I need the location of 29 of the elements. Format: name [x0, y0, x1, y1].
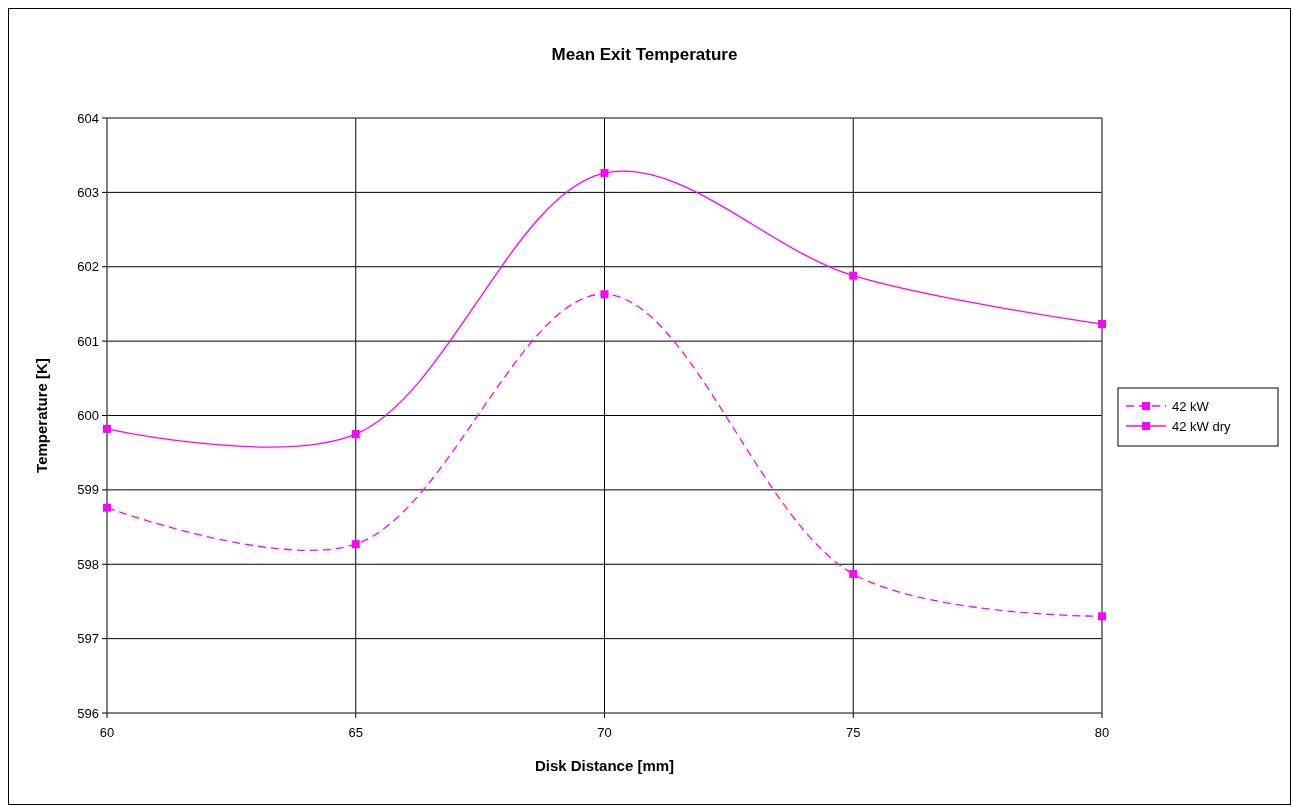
y-axis-title: Temperature [K]	[33, 358, 50, 473]
y-tick-label: 598	[77, 556, 99, 572]
point	[351, 430, 360, 439]
y-tick-label: 602	[77, 259, 99, 275]
chart-title: Mean Exit Temperature	[551, 45, 738, 64]
point	[600, 169, 609, 178]
point	[351, 540, 360, 549]
x-tick-label: 80	[1094, 725, 1110, 740]
x-tick-label: 60	[99, 725, 115, 740]
point	[103, 503, 111, 512]
y-tick-label: 597	[77, 631, 99, 647]
x-tick-label: 75	[846, 725, 861, 740]
legend-label: 42 kW	[1172, 398, 1210, 414]
legend-label: 42 kW dry	[1172, 418, 1232, 434]
y-tick-label: 603	[77, 184, 99, 200]
y-tick-label: 596	[77, 705, 99, 721]
x-axis-title: Disk Distance [mm]	[534, 757, 675, 774]
y-tick-label: 600	[77, 408, 99, 423]
point	[600, 290, 609, 299]
x-tick-label: 70	[597, 725, 612, 740]
y-tick-label: 601	[77, 333, 99, 349]
point	[849, 569, 858, 578]
y-tick-label: 604	[77, 110, 99, 126]
point	[1098, 612, 1106, 621]
point	[1098, 320, 1106, 329]
point	[849, 271, 858, 280]
y-tick-label: 599	[77, 482, 99, 498]
x-tick-label: 65	[348, 725, 363, 740]
point	[103, 424, 111, 433]
